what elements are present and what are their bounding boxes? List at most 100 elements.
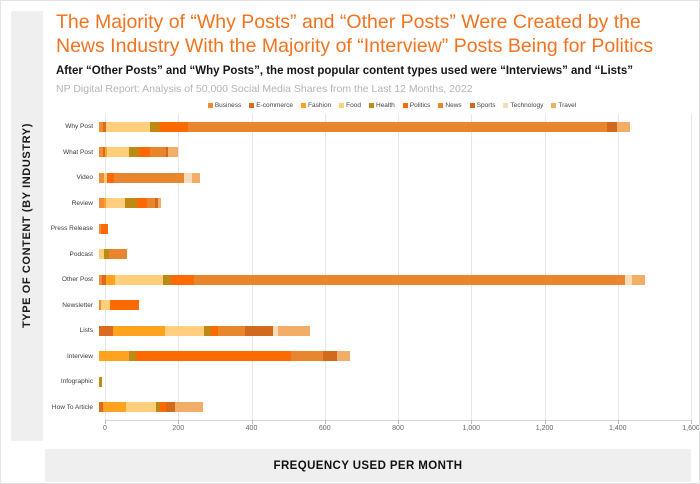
bar-segment (245, 325, 273, 336)
bar-segment (104, 172, 108, 183)
bar-segment (129, 147, 139, 158)
legend-label: Fashion (308, 102, 332, 109)
x-tick-label: 600 (318, 425, 331, 432)
legend: Business E-commerce Fashion Food Health Polit… (99, 102, 685, 109)
legend-swatch (339, 103, 345, 108)
bar-track (99, 172, 685, 183)
chart-plot: Why Post What Post Video Review Press Releas… (45, 114, 699, 432)
x-axis-label: FREQUENCY USED PER MONTH (273, 459, 463, 472)
bar-segment (624, 274, 632, 285)
legend-item: Travel (551, 102, 576, 109)
page-subtitle: After “Other Posts” and “Why Posts”, the… (56, 65, 634, 77)
legend-label: News (445, 102, 462, 109)
y-axis-label: TYPE OF CONTENT (BY INDUSTRY) (21, 123, 33, 329)
category-label: Video (76, 174, 93, 182)
bar-segment (124, 198, 137, 209)
gridline (398, 114, 399, 420)
bar-segment (99, 376, 102, 387)
legend-swatch (301, 103, 307, 108)
bar-segment (184, 172, 192, 183)
legend-swatch (369, 103, 374, 108)
bar-segment (163, 274, 172, 285)
gridline (544, 114, 546, 420)
x-axis-strip: FREQUENCY USED PER MONTH (45, 449, 691, 482)
bar-segment (109, 300, 140, 311)
tick-mark (324, 420, 326, 424)
bar-segment (159, 402, 166, 413)
x-tick-label: 1,200 (535, 425, 554, 432)
x-tick-label: 200 (172, 425, 185, 432)
bar-track (99, 402, 685, 413)
bar-row: Infographic (45, 369, 691, 395)
bar-segment (278, 325, 310, 336)
gridline (324, 114, 326, 420)
gridline (178, 114, 180, 420)
gridline (471, 114, 473, 420)
bar-segment (171, 274, 195, 285)
bar-segment (105, 198, 125, 209)
source-note: NP Digital Report: Analysis of 50,000 So… (56, 83, 473, 95)
bar-segment (164, 325, 204, 336)
bar-segment (99, 121, 103, 132)
bar-row: Lists (45, 318, 691, 344)
bar-segment (103, 147, 106, 158)
bar-segment (158, 198, 162, 209)
bar-segment (99, 172, 105, 183)
category-label: How To Article (51, 403, 93, 411)
bar-segment (336, 351, 350, 362)
legend-item: News (438, 102, 462, 109)
gridline (105, 114, 106, 420)
bar-segment (175, 402, 203, 413)
bar-segment (99, 147, 104, 158)
bar-segment (135, 351, 291, 362)
page-title: The Majority of “Why Posts” and “Other P… (56, 11, 654, 57)
legend-swatch (438, 103, 444, 108)
bar-segment (99, 249, 105, 260)
x-tick-label: 1,000 (462, 425, 481, 432)
x-tick-label: 400 (245, 425, 258, 432)
bar-segment (107, 147, 129, 158)
bar-segment (104, 198, 106, 209)
bar-segment (105, 121, 150, 132)
legend-swatch (551, 103, 557, 108)
bar-segment (99, 198, 105, 209)
legend-label: Food (346, 102, 361, 109)
legend-item: Food (339, 102, 361, 109)
category-label: What Post (63, 148, 93, 156)
bar-segment (187, 121, 608, 132)
bar-track (99, 121, 685, 132)
bar-segment (192, 172, 200, 183)
bar-segment (272, 325, 279, 336)
tick-mark (178, 420, 180, 424)
legend-label: Sports (476, 102, 496, 109)
bar-segment (108, 249, 128, 260)
legend-swatch (469, 103, 475, 108)
bar-row: Press Release (45, 216, 691, 242)
bar-segment (149, 121, 159, 132)
legend-label: Health (376, 102, 395, 109)
bar-segment (105, 274, 116, 285)
bar-segment (102, 121, 106, 132)
bar-segment (103, 402, 127, 413)
bar-segment (104, 249, 109, 260)
category-label: Infographic (60, 378, 93, 386)
bar-segment (155, 198, 159, 209)
tick-mark (617, 420, 619, 424)
bar-segment (203, 325, 212, 336)
bar-segment (99, 223, 101, 234)
bar-row: Why Post (45, 114, 691, 140)
bar-segment (99, 274, 102, 285)
bar-segment (165, 147, 169, 158)
bar-track (99, 147, 685, 158)
bar-track (99, 351, 685, 362)
bar-track (99, 274, 685, 285)
category-label: Interview (66, 352, 93, 360)
bar-segment (99, 325, 113, 336)
bar-row: Podcast (45, 242, 691, 268)
bar-segment (165, 402, 176, 413)
bar-row: Interview (45, 344, 691, 370)
tick-mark (691, 420, 692, 424)
bar-segment (290, 351, 324, 362)
bar-segment (631, 274, 646, 285)
legend-item: Business (207, 102, 241, 109)
